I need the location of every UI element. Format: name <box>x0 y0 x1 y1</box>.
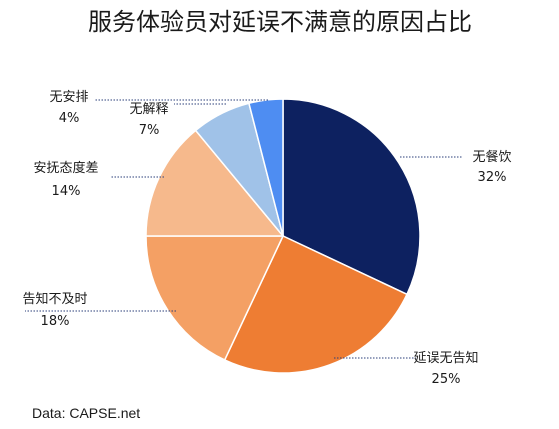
pie-slice-1 <box>282 98 421 296</box>
source-note: Data: CAPSE.net <box>32 405 140 421</box>
slice-label-value-2: 25% <box>432 372 461 387</box>
slice-label-value-6: 4% <box>59 111 80 126</box>
pie-slices <box>145 98 421 374</box>
slice-label-name-2: 延误无告知 <box>413 350 478 366</box>
slice-labels: 无餐饮 32% 延误无告知 25% 告知不及时 18% 安抚态度差 14% 无解释 7% 无安排 4% <box>22 90 511 387</box>
slice-label-name-6: 无安排 <box>49 90 88 105</box>
pie-slice-4 <box>145 129 285 237</box>
slice-label-name-5: 无解释 <box>129 102 168 117</box>
slice-label-name-3: 告知不及时 <box>22 291 87 307</box>
pie-slice-2 <box>223 235 408 374</box>
chart-title: 服务体验员对延误不满意的原因占比 <box>88 8 472 36</box>
pie-slice-6 <box>248 98 284 237</box>
slice-label-value-1: 32% <box>478 170 507 185</box>
slice-label-name-1: 无餐饮 <box>472 149 511 165</box>
slice-label-value-3: 18% <box>41 314 70 329</box>
pie-slice-3 <box>145 235 285 361</box>
slice-label-value-5: 7% <box>139 123 160 138</box>
slice-label-value-4: 14% <box>52 184 81 199</box>
slice-label-name-4: 安抚态度差 <box>33 160 98 176</box>
